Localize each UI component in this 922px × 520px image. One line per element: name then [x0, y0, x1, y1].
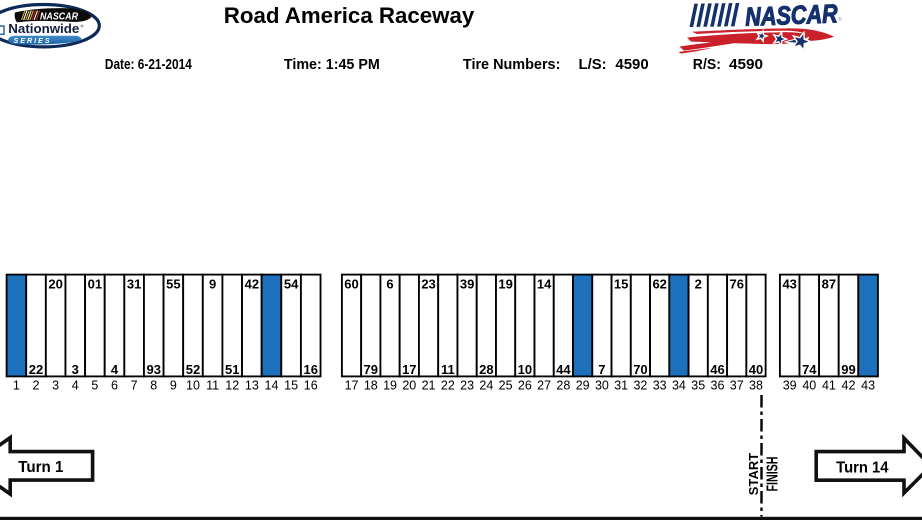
svg-text:2: 2 — [33, 379, 40, 393]
svg-text:15: 15 — [614, 276, 628, 291]
svg-text:Turn 1: Turn 1 — [18, 459, 63, 476]
svg-text:NASCAR: NASCAR — [40, 12, 79, 23]
svg-text:7: 7 — [131, 379, 138, 393]
svg-text:87: 87 — [822, 276, 836, 291]
svg-text:SERIES: SERIES — [14, 36, 52, 45]
svg-text:16: 16 — [304, 379, 318, 393]
svg-text:25: 25 — [499, 379, 513, 393]
svg-text:L/S:: L/S: — [579, 57, 607, 73]
svg-text:51: 51 — [225, 362, 239, 377]
svg-text:93: 93 — [147, 362, 161, 377]
svg-text:4590: 4590 — [729, 57, 763, 73]
svg-text:10: 10 — [186, 379, 200, 393]
svg-text:4590: 4590 — [615, 57, 648, 73]
svg-text:34: 34 — [672, 379, 686, 393]
svg-text:79: 79 — [364, 362, 378, 377]
svg-text:19: 19 — [383, 379, 397, 393]
svg-text:9: 9 — [170, 379, 177, 393]
svg-text:®: ® — [81, 24, 84, 29]
svg-text:42: 42 — [842, 379, 856, 393]
svg-text:39: 39 — [783, 379, 797, 393]
svg-text:33: 33 — [653, 379, 667, 393]
svg-text:60: 60 — [344, 276, 358, 291]
svg-text:1: 1 — [13, 379, 20, 393]
svg-text:43: 43 — [782, 276, 796, 291]
svg-text:37: 37 — [730, 379, 744, 393]
svg-text:99: 99 — [841, 362, 855, 377]
svg-text:24: 24 — [479, 379, 493, 393]
svg-text:Nationwide: Nationwide — [8, 22, 79, 36]
svg-text:15: 15 — [284, 379, 298, 393]
svg-text:42: 42 — [245, 276, 259, 291]
svg-text:76: 76 — [729, 276, 743, 291]
svg-text:70: 70 — [633, 362, 647, 377]
svg-text:17: 17 — [402, 362, 416, 377]
svg-text:52: 52 — [186, 362, 200, 377]
svg-text:Tire Numbers:: Tire Numbers: — [463, 57, 561, 73]
svg-text:31: 31 — [614, 379, 628, 393]
svg-text:20: 20 — [48, 276, 62, 291]
svg-text:14: 14 — [537, 276, 552, 291]
svg-text:9: 9 — [209, 276, 216, 291]
svg-text:22: 22 — [441, 379, 455, 393]
svg-text:55: 55 — [166, 276, 180, 291]
svg-text:10: 10 — [518, 362, 532, 377]
svg-text:30: 30 — [595, 379, 609, 393]
svg-text:2: 2 — [695, 276, 702, 291]
svg-text:43: 43 — [861, 379, 875, 393]
svg-text:START: START — [746, 453, 761, 495]
svg-text:®: ® — [838, 16, 842, 23]
svg-text:22: 22 — [29, 362, 43, 377]
svg-text:36: 36 — [711, 379, 725, 393]
svg-text:01: 01 — [88, 276, 102, 291]
svg-text:17: 17 — [345, 379, 359, 393]
svg-text:8: 8 — [150, 379, 157, 393]
svg-text:11: 11 — [441, 362, 455, 377]
svg-text:11: 11 — [206, 379, 219, 393]
svg-text:16: 16 — [303, 362, 317, 377]
svg-text:6: 6 — [111, 379, 118, 393]
svg-text:62: 62 — [652, 276, 666, 291]
svg-text:28: 28 — [556, 379, 570, 393]
svg-text:31: 31 — [127, 276, 141, 291]
svg-text:29: 29 — [576, 379, 590, 393]
svg-text:Date: 6-21-2014: Date: 6-21-2014 — [105, 57, 192, 73]
svg-text:3: 3 — [52, 379, 59, 393]
svg-text:32: 32 — [633, 379, 647, 393]
svg-text:28: 28 — [479, 362, 493, 377]
svg-text:26: 26 — [518, 379, 532, 393]
svg-text:FINISH: FINISH — [765, 457, 782, 492]
svg-text:46: 46 — [710, 362, 724, 377]
svg-text:NASCAR: NASCAR — [745, 0, 839, 32]
svg-text:Time: 1:45 PM: Time: 1:45 PM — [284, 57, 380, 73]
svg-text:4: 4 — [111, 362, 119, 377]
svg-text:39: 39 — [460, 276, 474, 291]
svg-text:41: 41 — [822, 379, 836, 393]
svg-text:27: 27 — [537, 379, 551, 393]
svg-text:40: 40 — [802, 379, 816, 393]
svg-text:35: 35 — [691, 379, 705, 393]
svg-text:19: 19 — [498, 276, 512, 291]
svg-text:23: 23 — [421, 276, 435, 291]
svg-text:Road America Raceway: Road America Raceway — [224, 3, 475, 28]
svg-text:23: 23 — [460, 379, 474, 393]
svg-text:13: 13 — [245, 379, 259, 393]
svg-text:R/S:: R/S: — [693, 57, 721, 73]
svg-text:38: 38 — [749, 379, 763, 393]
svg-text:12: 12 — [225, 379, 239, 393]
svg-text:14: 14 — [265, 379, 279, 393]
svg-text:3: 3 — [72, 362, 79, 377]
svg-text:4: 4 — [72, 379, 79, 393]
svg-text:20: 20 — [402, 379, 416, 393]
svg-text:5: 5 — [91, 379, 98, 393]
svg-text:Turn 14: Turn 14 — [836, 459, 888, 476]
svg-text:21: 21 — [422, 379, 436, 393]
svg-text:40: 40 — [749, 362, 763, 377]
svg-text:44: 44 — [556, 362, 571, 377]
svg-text:6: 6 — [386, 276, 393, 291]
svg-text:54: 54 — [284, 276, 299, 291]
svg-text:18: 18 — [364, 379, 378, 393]
svg-text:7: 7 — [598, 362, 605, 377]
svg-text:74: 74 — [802, 362, 817, 377]
